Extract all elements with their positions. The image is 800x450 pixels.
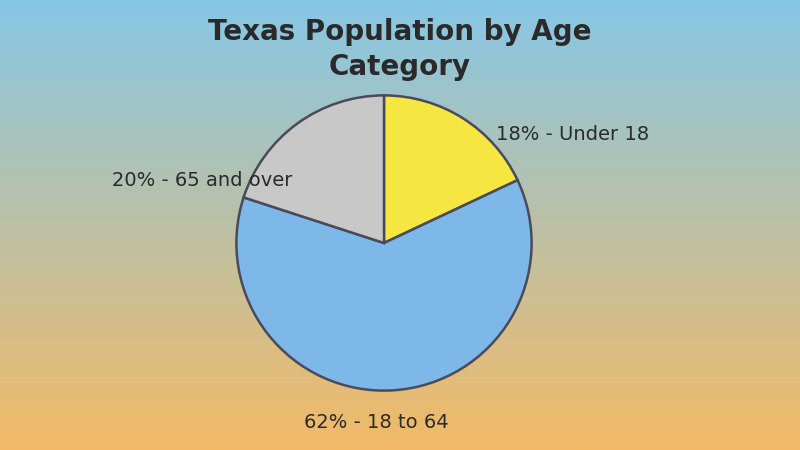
- Wedge shape: [384, 95, 518, 243]
- Text: 20% - 65 and over: 20% - 65 and over: [112, 171, 292, 189]
- Wedge shape: [237, 180, 531, 391]
- Text: 62% - 18 to 64: 62% - 18 to 64: [304, 414, 448, 432]
- Text: Texas Population by Age
Category: Texas Population by Age Category: [208, 18, 592, 81]
- Wedge shape: [244, 95, 384, 243]
- Text: 18% - Under 18: 18% - Under 18: [496, 126, 649, 144]
